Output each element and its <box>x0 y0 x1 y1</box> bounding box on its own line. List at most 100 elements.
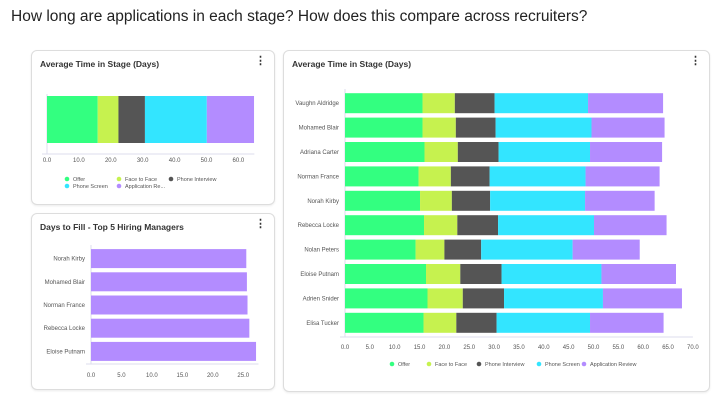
bar-phone-interview <box>450 166 490 187</box>
x-tick-label: 45.0 <box>563 345 575 351</box>
y-tick-label: Eloise Putnam <box>300 272 339 278</box>
bar-phone-screen <box>496 312 591 333</box>
bar-face-to-face <box>424 215 458 236</box>
x-tick-label: 30.0 <box>488 345 500 351</box>
bar-phone-screen <box>481 239 573 260</box>
chart-svg: 0.0 10.0 20.0 30.0 40.0 50.0 60.0 Offer Face to … <box>42 94 255 190</box>
x-tick-label: 25.0 <box>463 345 475 351</box>
bar-face-to-face <box>420 190 452 211</box>
bar-phone-interview <box>444 239 482 260</box>
x-tick-label: 60.0 <box>233 158 245 164</box>
x-tick-label: 40.0 <box>538 345 550 351</box>
x-tick-label: 55.0 <box>613 345 625 351</box>
x-tick-label: 0.0 <box>43 158 52 164</box>
bar-offer <box>345 93 423 114</box>
bar-days-to-fill <box>91 272 247 292</box>
x-tick-label: 60.0 <box>637 345 649 351</box>
bar-phone-screen <box>498 142 591 162</box>
page-title: How long are applications in each stage?… <box>11 8 588 25</box>
legend-marker <box>426 361 432 367</box>
legend-marker <box>64 176 70 182</box>
x-tick-label: 40.0 <box>169 158 181 164</box>
bar-face-to-face <box>422 117 456 138</box>
bar-phone-screen <box>498 215 594 236</box>
legend-label: Phone Screen <box>545 362 580 368</box>
bar-phone-interview <box>118 96 145 143</box>
y-tick-label: Norah Kirby <box>53 257 85 263</box>
bar-offer <box>345 117 423 138</box>
bar-offer <box>345 142 425 162</box>
legend-marker <box>389 361 395 367</box>
more-vertical-icon[interactable]: ⋮ <box>690 55 701 67</box>
x-tick-label: 25.0 <box>237 373 249 379</box>
bar-phone-screen <box>501 264 602 284</box>
legend-label: Phone Screen <box>73 184 108 190</box>
y-tick-label: Elisa Tucker <box>306 321 339 327</box>
y-tick-label: Eloise Putnam <box>46 349 85 355</box>
bar-phone-interview <box>462 288 505 309</box>
bar-application-review <box>593 215 667 236</box>
legend-label: Application Review <box>590 362 636 368</box>
bar-offer <box>345 264 427 284</box>
legend-marker <box>476 361 482 367</box>
chart-svg: 0.0 5.0 10.0 15.0 20.0 25.0 Norah Kirby Mohamed… <box>43 245 259 379</box>
more-vertical-icon[interactable]: ⋮ <box>255 218 266 230</box>
bar-face-to-face <box>97 96 119 143</box>
legend-marker <box>581 361 587 367</box>
legend-marker <box>64 183 70 189</box>
bar-face-to-face <box>415 239 445 260</box>
x-tick-label: 10.0 <box>146 373 158 379</box>
bar-phone-screen <box>495 117 592 138</box>
x-tick-label: 0.0 <box>341 345 350 351</box>
y-tick-label: Rebecca Locke <box>298 223 340 229</box>
y-tick-label: Adriana Carter <box>300 150 339 156</box>
bar-offer <box>345 239 416 260</box>
bar-phone-interview <box>454 93 495 114</box>
bar-face-to-face <box>427 288 463 309</box>
legend-label: Application Re... <box>125 184 166 190</box>
y-tick-label: Adrien Snider <box>303 296 339 302</box>
bar-offer <box>345 288 428 309</box>
bar-face-to-face <box>422 93 455 114</box>
x-tick-label: 70.0 <box>687 345 699 351</box>
bar-application-review <box>590 142 663 162</box>
chart-svg: 0.0 5.0 10.0 15.0 20.0 25.0 30.0 35.0 40.0 45.0 50… <box>295 89 699 368</box>
y-tick-label: Rebecca Locke <box>44 326 86 332</box>
more-vertical-icon[interactable]: ⋮ <box>255 55 266 67</box>
avg-time-in-stage-card: Average Time in Stage (Days) ⋮ 0.0 10.0 20… <box>31 50 275 205</box>
x-tick-label: 10.0 <box>73 158 85 164</box>
bar-days-to-fill <box>91 341 257 361</box>
bar-application-review <box>590 312 664 333</box>
bar-phone-screen <box>490 190 586 211</box>
x-tick-label: 20.0 <box>439 345 451 351</box>
bar-phone-screen <box>494 93 589 114</box>
bar-application-review <box>601 264 677 284</box>
x-tick-label: 35.0 <box>513 345 525 351</box>
bar-phone-interview <box>456 312 497 333</box>
x-tick-label: 15.0 <box>414 345 426 351</box>
y-tick-label: Mohamed Blair <box>45 280 85 286</box>
y-tick-label: Nolan Peters <box>304 248 339 254</box>
legend-marker <box>116 183 122 189</box>
bar-phone-screen <box>504 288 603 309</box>
card-title: Days to Fill - Top 5 Hiring Managers <box>40 222 184 232</box>
card-title: Average Time in Stage (Days) <box>292 59 412 69</box>
legend-label: Face to Face <box>435 362 467 368</box>
bar-face-to-face <box>426 264 461 284</box>
y-tick-label: Mohamed Blair <box>299 126 339 132</box>
bar-days-to-fill <box>91 295 248 315</box>
bar-phone-interview <box>457 215 499 236</box>
bar-application-review <box>206 96 255 143</box>
x-tick-label: 50.0 <box>588 345 600 351</box>
bar-days-to-fill <box>91 318 250 338</box>
bar-phone-interview <box>455 117 496 138</box>
y-tick-label: Norman France <box>43 303 85 309</box>
legend-label: Phone Interview <box>177 177 216 183</box>
legend-label: Offer <box>73 177 85 183</box>
card-title: Average Time in Stage (Days) <box>40 59 160 69</box>
avg-time-by-recruiter-card: Average Time in Stage (Days) ⋮ 0.0 5.0 10.… <box>283 50 710 392</box>
bar-offer <box>345 190 421 211</box>
bar-application-review <box>602 288 682 309</box>
x-tick-label: 5.0 <box>117 373 126 379</box>
x-tick-label: 65.0 <box>662 345 674 351</box>
